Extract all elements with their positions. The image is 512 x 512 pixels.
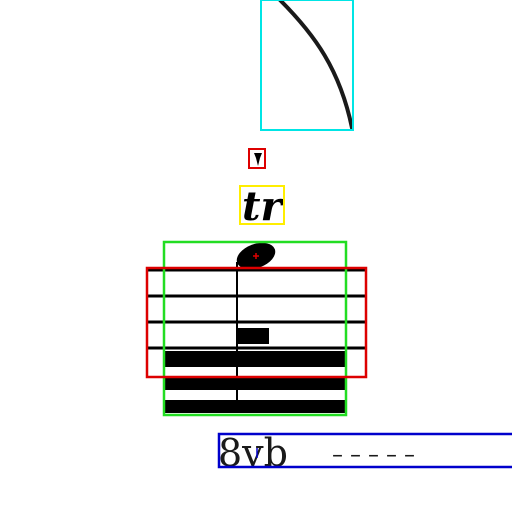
rest-block <box>238 328 269 344</box>
notehead-group-bbox <box>162 240 348 417</box>
notehead-center-marker <box>253 253 259 259</box>
staff-lines <box>147 268 366 350</box>
accidental-bbox <box>248 148 266 169</box>
beam-bars <box>165 351 345 413</box>
ottava-dashes: – – – – – <box>332 443 415 468</box>
ottava-label: 8vb <box>218 431 288 475</box>
slur-bbox <box>260 0 354 131</box>
trill-ornament: tr <box>242 183 284 230</box>
slur-curve <box>278 0 354 130</box>
staff-region-bbox <box>145 266 368 379</box>
trill-bbox <box>239 185 285 225</box>
accidental-symbol <box>254 153 262 166</box>
ottava-bbox <box>217 432 512 469</box>
